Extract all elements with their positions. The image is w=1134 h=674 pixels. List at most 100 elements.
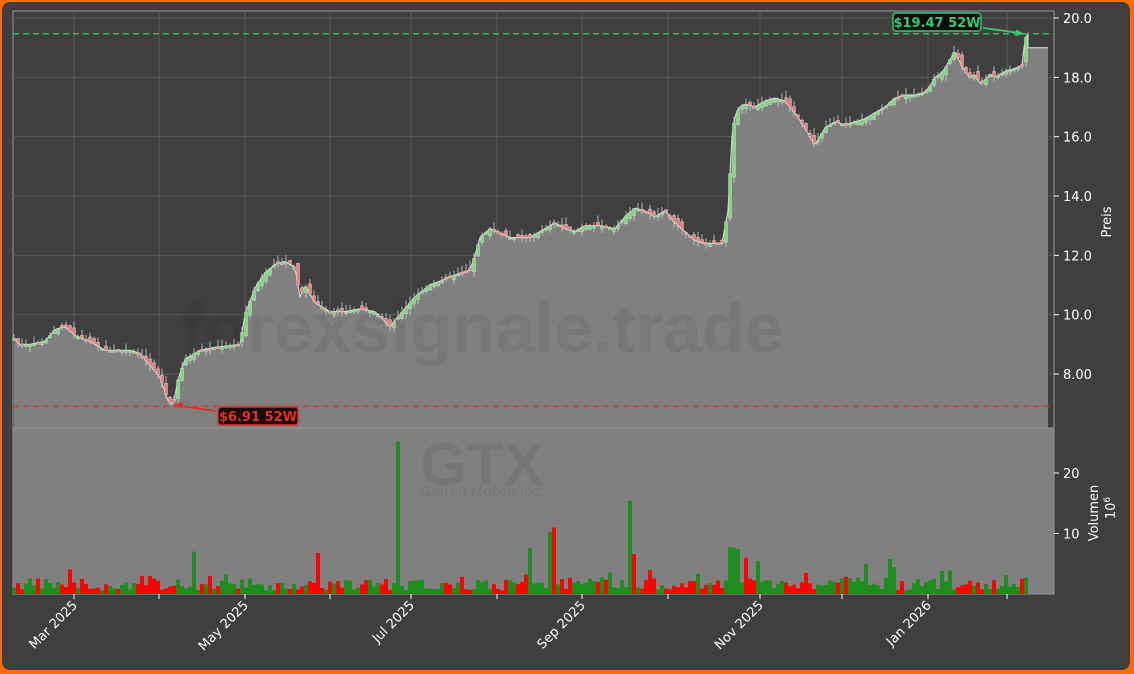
volume-bar-down	[208, 576, 212, 594]
candle-up	[916, 94, 920, 97]
volume-bar-up	[224, 574, 228, 594]
volume-bar-up	[352, 589, 356, 594]
candle-up	[252, 290, 256, 301]
candle-down	[276, 261, 280, 264]
candle-up	[856, 120, 860, 126]
volume-bar-down	[296, 589, 300, 594]
volume-bar-up	[544, 588, 548, 594]
candle-down	[388, 319, 392, 327]
candle-down	[808, 133, 812, 137]
volume-bar-down	[36, 578, 40, 594]
candle-up	[576, 229, 580, 233]
volume-bar-up	[324, 589, 328, 594]
candle-up	[1004, 70, 1008, 75]
volume-bar-down	[88, 588, 92, 594]
candle-up	[884, 105, 888, 109]
volume-bar-up	[304, 584, 308, 594]
date-tick-label: Mar 2025	[27, 598, 81, 652]
candles	[12, 35, 1028, 406]
candle-down	[964, 67, 968, 73]
candle-up	[188, 356, 192, 361]
volume-bar-up	[824, 584, 828, 594]
candle-down	[444, 276, 448, 280]
volume-bar-up	[724, 580, 728, 594]
volume-bar-up	[780, 581, 784, 594]
watermark-ticker: GTX	[420, 431, 543, 498]
candle-up	[876, 110, 880, 115]
volume-bar-up	[32, 585, 36, 594]
volume-bar-up	[100, 590, 104, 594]
candle-up	[1008, 69, 1012, 73]
candle-down	[144, 355, 148, 361]
candle-down	[64, 324, 68, 328]
volume-bar-up	[580, 583, 584, 594]
candle-down	[524, 235, 528, 239]
volume-bar-up	[488, 588, 492, 594]
volume-bar-down	[444, 582, 448, 594]
volume-bar-up	[196, 589, 200, 594]
volume-bar-down	[360, 584, 364, 594]
candle-down	[784, 97, 788, 103]
candle-down	[208, 347, 212, 351]
candle-up	[52, 330, 56, 334]
candle-up	[756, 105, 760, 110]
volume-bar-up	[180, 586, 184, 594]
volume-bar-up	[928, 580, 932, 594]
candle-down	[80, 335, 84, 339]
price-tick-label: 12.0	[1063, 249, 1092, 264]
candle-down	[684, 232, 688, 235]
candle-down	[156, 368, 160, 375]
volume-bar-down	[568, 577, 572, 594]
candle-down	[696, 237, 700, 242]
candle-down	[320, 306, 324, 309]
candle-down	[172, 398, 176, 402]
volume-bar-up	[244, 587, 248, 594]
candle-up	[872, 113, 876, 120]
volume-bar-down	[956, 587, 960, 594]
candle-up	[184, 358, 188, 366]
candle-down	[800, 120, 804, 124]
candle-up	[368, 310, 372, 313]
volume-axis-title: Volumen	[1087, 485, 1102, 542]
candle-up	[432, 283, 436, 287]
candle-up	[372, 311, 376, 315]
volume-bar-down	[144, 585, 148, 594]
volume-bar-up	[756, 561, 760, 594]
candle-up	[572, 231, 576, 234]
volume-bar-up	[760, 581, 764, 594]
volume-bar-down	[632, 554, 636, 594]
volume-bar-up	[256, 584, 260, 594]
candle-up	[476, 244, 480, 257]
volume-bar-up	[416, 580, 420, 594]
price-tick-label: 20.0	[1063, 12, 1092, 27]
candle-down	[140, 355, 144, 358]
candle-up	[344, 311, 348, 314]
price-tick-label: 16.0	[1063, 131, 1092, 146]
candle-up	[660, 212, 664, 215]
volume-bar-up	[988, 588, 992, 594]
candle-up	[76, 336, 80, 339]
volume-bar-up	[484, 580, 488, 594]
volume-bar-down	[720, 587, 724, 594]
volume-bar-up	[816, 584, 820, 594]
candle-up	[44, 340, 48, 344]
candle-up	[996, 75, 1000, 78]
candle-up	[348, 310, 352, 313]
candle-up	[480, 235, 484, 243]
volume-bar-up	[28, 578, 32, 594]
volume-bar-down	[80, 578, 84, 594]
volume-bar-up	[1016, 586, 1020, 594]
candle-up	[928, 86, 932, 92]
volume-bar-up	[436, 589, 440, 594]
volume-bar-down	[448, 584, 452, 594]
candle-up	[536, 232, 540, 238]
candle-down	[384, 317, 388, 323]
volume-bar-down	[148, 576, 152, 594]
volume-bar-up	[916, 579, 920, 594]
volume-bar-up	[376, 582, 380, 594]
volume-bar-up	[48, 583, 52, 594]
volume-bar-up	[948, 570, 952, 594]
volume-bar-down	[688, 581, 692, 594]
candle-down	[520, 235, 524, 238]
volume-bar-down	[564, 588, 568, 594]
